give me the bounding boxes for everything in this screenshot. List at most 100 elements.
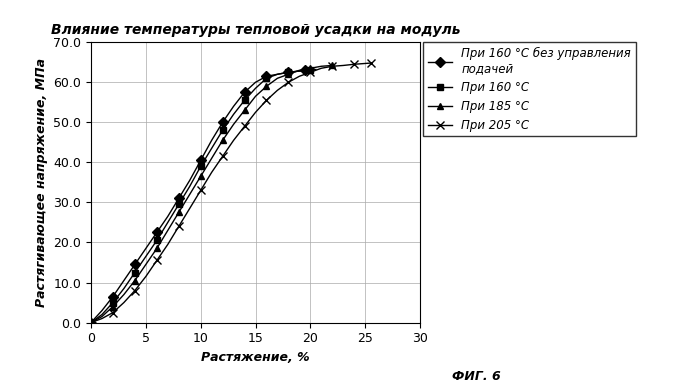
При 160 °C (153, 238, 161, 243)
При 160 °C (295, 69, 304, 73)
При 160 °C (218, 128, 227, 132)
При 205 °C (262, 98, 271, 103)
При 205 °C (251, 110, 260, 114)
При 205 °C (295, 74, 304, 79)
При 205 °C (120, 300, 128, 305)
При 185 °C (230, 122, 238, 127)
При 205 °C (207, 170, 216, 175)
При 160 °C без управления
подачей (141, 246, 150, 251)
При 185 °C (317, 64, 326, 69)
При 205 °C (186, 206, 194, 211)
При 185 °C (284, 72, 293, 76)
При 205 °C (240, 124, 248, 129)
При 160 °C (284, 70, 293, 74)
При 205 °C (164, 242, 172, 247)
При 185 °C (98, 314, 106, 319)
При 160 °C (98, 312, 106, 317)
При 205 °C (218, 154, 227, 159)
При 160 °C без управления
подачей (207, 138, 216, 142)
При 205 °C (367, 61, 375, 65)
При 160 °C (207, 146, 216, 151)
При 160 °C без управления
подачей (262, 74, 271, 79)
При 205 °C (306, 70, 314, 74)
При 160 °C (186, 184, 194, 189)
При 185 °C (153, 246, 161, 251)
При 205 °C (273, 88, 281, 93)
При 185 °C (141, 262, 150, 267)
При 160 °C (262, 76, 271, 81)
При 160 °C без управления
подачей (230, 104, 238, 109)
При 160 °C (131, 270, 139, 275)
Y-axis label: Растягивающее напряжение, МПа: Растягивающее напряжение, МПа (35, 58, 48, 307)
При 185 °C (295, 68, 304, 73)
При 185 °C (273, 76, 281, 81)
При 205 °C (328, 64, 337, 69)
При 205 °C (339, 63, 347, 68)
При 205 °C (153, 258, 161, 263)
При 205 °C (174, 224, 183, 229)
При 205 °C (98, 316, 106, 321)
При 160 °C (120, 286, 128, 291)
При 205 °C (141, 274, 150, 279)
При 160 °C без управления
подачей (108, 294, 117, 299)
При 185 °C (131, 278, 139, 283)
При 185 °C (108, 304, 117, 309)
При 185 °C (87, 320, 95, 325)
При 160 °C без управления
подачей (174, 196, 183, 201)
При 205 °C (284, 80, 293, 84)
При 185 °C (207, 156, 216, 161)
Legend: При 160 °C без управления
подачей, При 160 °C, При 185 °C, При 205 °C: При 160 °C без управления подачей, При 1… (424, 42, 636, 136)
При 160 °C без управления
подачей (273, 72, 281, 76)
При 185 °C (306, 66, 314, 71)
При 205 °C (230, 138, 238, 142)
При 160 °C без управления
подачей (87, 320, 95, 325)
При 160 °C без управления
подачей (218, 120, 227, 125)
При 185 °C (251, 94, 260, 99)
Line: При 205 °C: При 205 °C (87, 59, 375, 327)
При 160 °C без управления
подачей (197, 158, 205, 163)
При 185 °C (164, 228, 172, 233)
При 160 °C (251, 86, 260, 91)
При 185 °C (240, 108, 248, 113)
При 160 °C (312, 67, 320, 72)
Line: При 160 °C: При 160 °C (88, 66, 319, 326)
При 160 °C (240, 98, 248, 103)
При 160 °C (164, 220, 172, 225)
При 185 °C (174, 210, 183, 215)
При 160 °C без управления
подачей (251, 80, 260, 84)
При 160 °C без управления
подачей (295, 69, 304, 73)
При 205 °C (131, 288, 139, 293)
При 160 °C без управления
подачей (131, 262, 139, 267)
При 160 °C без управления
подачей (186, 178, 194, 183)
При 160 °C без управления
подачей (284, 70, 293, 74)
При 160 °C (174, 202, 183, 207)
При 160 °C без управления
подачей (98, 308, 106, 313)
Text: ФИГ. 6: ФИГ. 6 (452, 370, 500, 383)
При 160 °C (141, 254, 150, 259)
При 160 °C без управления
подачей (120, 278, 128, 283)
При 160 °C (230, 112, 238, 117)
При 160 °C без управления
подачей (240, 90, 248, 94)
При 205 °C (87, 320, 95, 325)
При 160 °C (273, 72, 281, 76)
Line: При 185 °C: При 185 °C (88, 62, 336, 326)
При 160 °C (108, 300, 117, 305)
При 160 °C (197, 164, 205, 169)
При 185 °C (186, 192, 194, 197)
При 205 °C (350, 62, 358, 66)
При 160 °C без управления
подачей (153, 230, 161, 235)
Line: При 160 °C без управления
подачей: При 160 °C без управления подачей (88, 67, 308, 326)
При 205 °C (361, 61, 370, 66)
При 160 °C без управления
подачей (164, 214, 172, 219)
Title: Влияние температуры тепловой усадки на модуль: Влияние температуры тепловой усадки на м… (50, 23, 461, 37)
При 205 °C (317, 66, 326, 71)
При 185 °C (120, 292, 128, 297)
При 205 °C (108, 310, 117, 315)
При 185 °C (218, 138, 227, 142)
При 185 °C (328, 63, 337, 68)
При 205 °C (197, 188, 205, 193)
При 160 °C (87, 320, 95, 325)
При 160 °C (306, 68, 314, 73)
При 185 °C (262, 84, 271, 89)
При 185 °C (197, 174, 205, 179)
